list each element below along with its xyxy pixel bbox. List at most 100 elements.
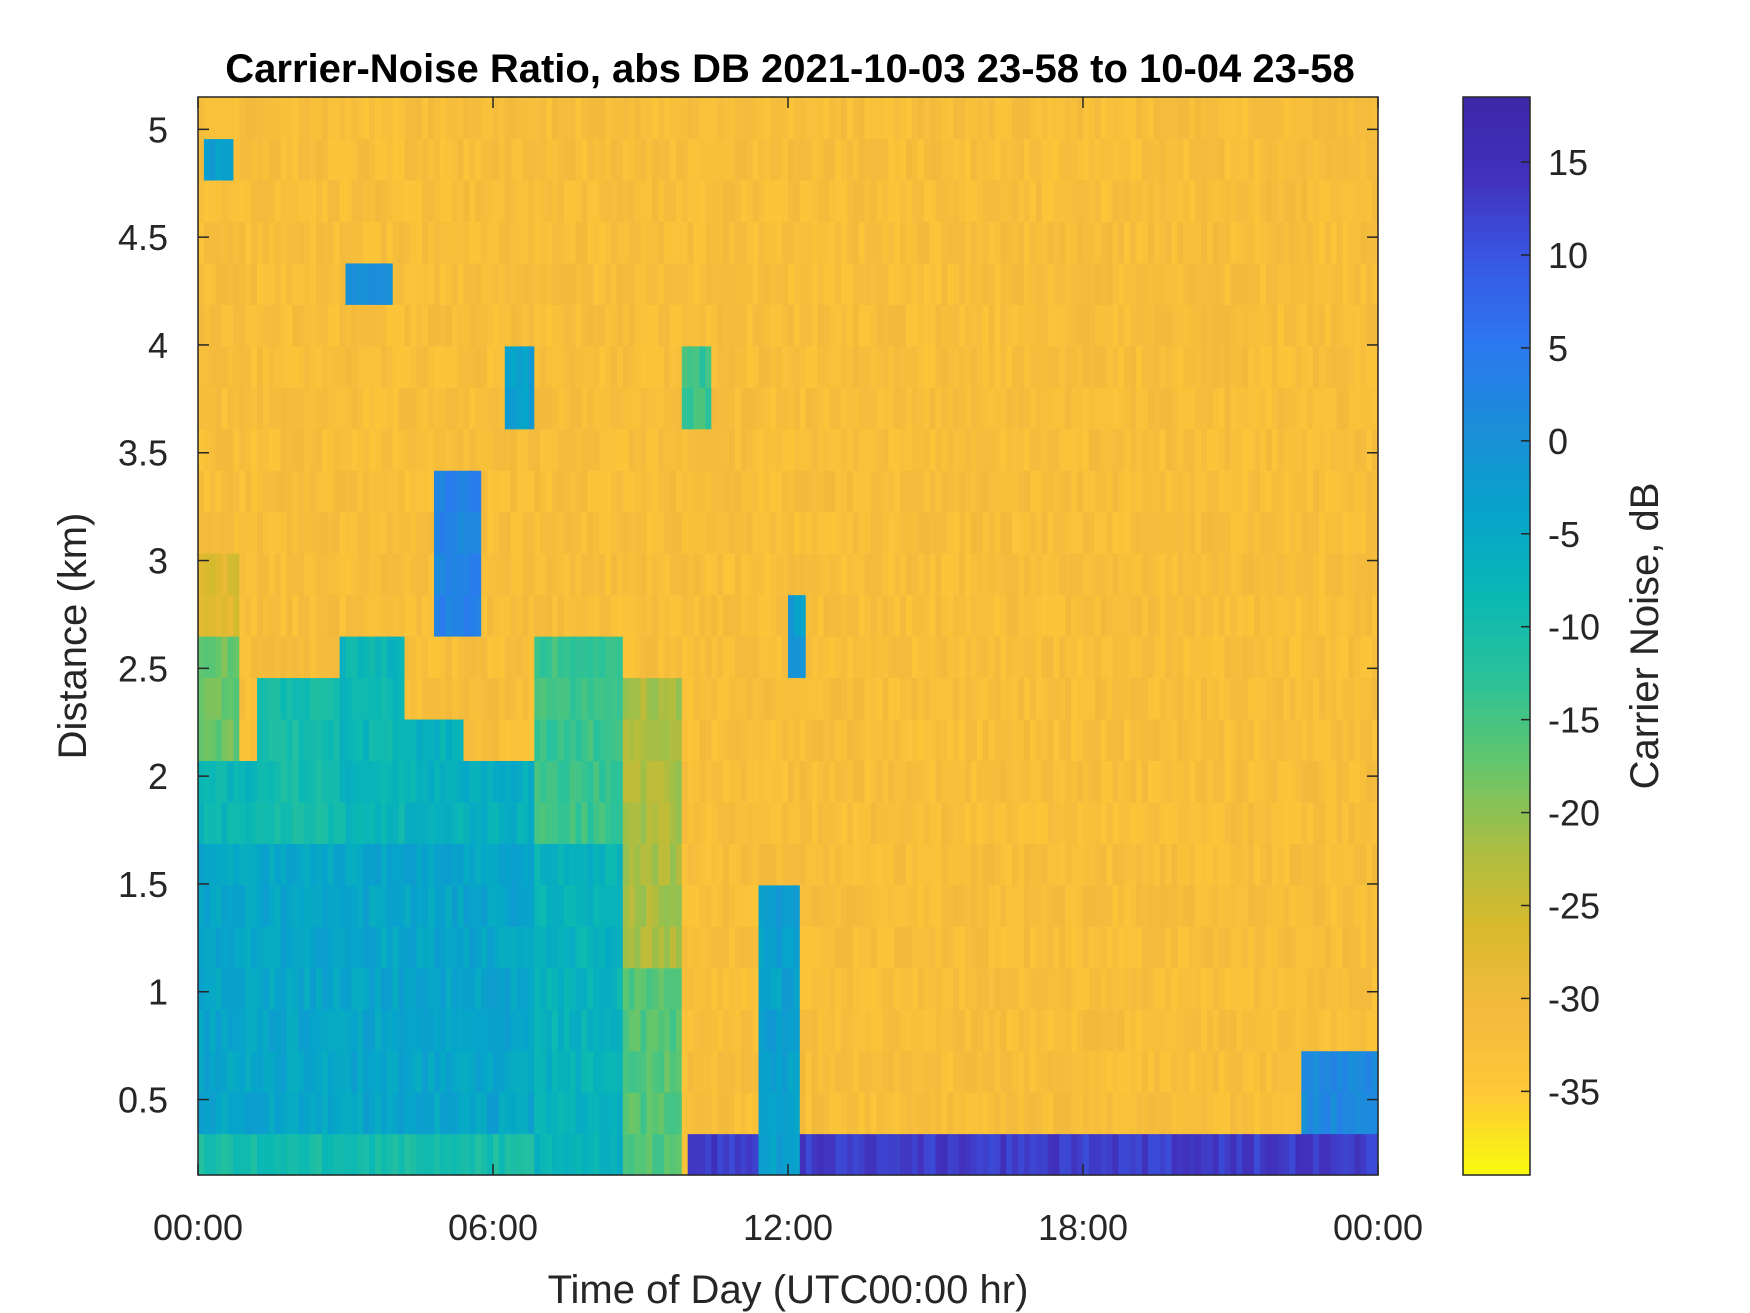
heatmap-cell — [616, 718, 624, 761]
heatmap-cell — [1319, 304, 1326, 347]
heatmap-cell — [386, 304, 394, 347]
heatmap-cell — [1212, 345, 1220, 388]
heatmap-cell — [380, 97, 388, 140]
heatmap-cell — [416, 428, 423, 471]
heatmap-cell — [1307, 138, 1314, 181]
heatmap-cell — [858, 636, 866, 679]
heatmap-cell — [522, 345, 529, 388]
heatmap-cell — [1153, 470, 1161, 513]
heatmap-cell — [563, 138, 571, 181]
heatmap-cell — [1047, 1092, 1055, 1135]
heatmap-cell — [363, 345, 370, 388]
heatmap-cell — [422, 221, 429, 264]
heatmap-cell — [1012, 511, 1019, 554]
heatmap-cell — [911, 843, 919, 886]
heatmap-cell — [900, 1009, 907, 1052]
heatmap-cell — [292, 677, 299, 720]
heatmap-cell — [1136, 221, 1143, 264]
heatmap-cell — [628, 884, 636, 927]
heatmap-cell — [729, 304, 736, 347]
heatmap-cell — [386, 967, 394, 1010]
heatmap-cell — [215, 1092, 223, 1135]
heatmap-cell — [522, 470, 529, 513]
heatmap-cell — [852, 718, 860, 761]
heatmap-cell — [829, 304, 836, 347]
heatmap-cell — [504, 428, 512, 471]
heatmap-cell — [605, 718, 612, 761]
heatmap-cell — [498, 843, 506, 886]
heatmap-cell — [1112, 221, 1119, 264]
heatmap-cell — [611, 221, 618, 264]
heatmap-cell — [829, 387, 836, 430]
heatmap-cell — [487, 1133, 494, 1176]
heatmap-cell — [740, 179, 748, 222]
heatmap-cell — [493, 718, 500, 761]
heatmap-cell — [1313, 262, 1320, 305]
heatmap-cell — [1041, 636, 1049, 679]
heatmap-cell — [888, 884, 895, 927]
heatmap-cell — [970, 718, 978, 761]
heatmap-cell — [493, 967, 500, 1010]
heatmap-cell — [375, 677, 382, 720]
heatmap-cell — [805, 884, 813, 927]
heatmap-cell — [1077, 97, 1084, 140]
heatmap-cell — [1265, 884, 1273, 927]
heatmap-cell — [664, 179, 671, 222]
heatmap-cell — [493, 387, 500, 430]
heatmap-cell — [487, 884, 494, 927]
heatmap-cell — [540, 718, 547, 761]
heatmap-cell — [522, 718, 529, 761]
heatmap-cell — [498, 1009, 506, 1052]
heatmap-cell — [1260, 1133, 1267, 1176]
heatmap-cell — [900, 718, 907, 761]
heatmap-cell — [587, 801, 594, 844]
heatmap-cell — [363, 221, 370, 264]
heatmap-cell — [386, 801, 394, 844]
heatmap-cell — [906, 718, 913, 761]
heatmap-cell — [675, 843, 683, 886]
heatmap-cell — [280, 718, 288, 761]
heatmap-cell — [705, 760, 712, 803]
heatmap-cell — [380, 1009, 388, 1052]
heatmap-cell — [327, 1009, 335, 1052]
heatmap-cell — [316, 179, 323, 222]
heatmap-cell — [640, 760, 647, 803]
heatmap-cell — [1159, 760, 1167, 803]
heatmap-cell — [935, 760, 942, 803]
heatmap-cell — [251, 801, 258, 844]
heatmap-cell — [439, 470, 447, 513]
heatmap-cell — [398, 345, 406, 388]
heatmap-cell — [699, 1009, 706, 1052]
heatmap-cell — [327, 470, 335, 513]
heatmap-cell — [404, 594, 411, 637]
heatmap-cell — [298, 387, 305, 430]
heatmap-cell — [906, 677, 913, 720]
heatmap-cell — [746, 179, 754, 222]
heatmap-cell — [1324, 594, 1332, 637]
heatmap-cell — [1130, 428, 1137, 471]
heatmap-cell — [1271, 677, 1279, 720]
heatmap-cell — [628, 553, 636, 596]
heatmap-cell — [286, 1050, 293, 1093]
heatmap-cell — [1159, 594, 1167, 637]
heatmap-cell — [274, 221, 282, 264]
heatmap-cell — [911, 97, 919, 140]
heatmap-cell — [209, 760, 217, 803]
heatmap-cell — [705, 511, 712, 554]
heatmap-cell — [764, 636, 771, 679]
heatmap-cell — [1083, 428, 1090, 471]
heatmap-cell — [1307, 843, 1314, 886]
heatmap-cell — [428, 1092, 435, 1135]
heatmap-cell — [1024, 1009, 1031, 1052]
heatmap-cell — [876, 511, 883, 554]
heatmap-cell — [498, 636, 506, 679]
heatmap-cell — [841, 553, 848, 596]
heatmap-cell — [292, 967, 299, 1010]
heatmap-cell — [262, 1133, 270, 1176]
heatmap-cell — [1153, 1050, 1161, 1093]
heatmap-cell — [1283, 801, 1291, 844]
heatmap-cell — [410, 304, 417, 347]
heatmap-cell — [487, 801, 494, 844]
heatmap-cell — [1035, 718, 1043, 761]
heatmap-cell — [457, 801, 465, 844]
